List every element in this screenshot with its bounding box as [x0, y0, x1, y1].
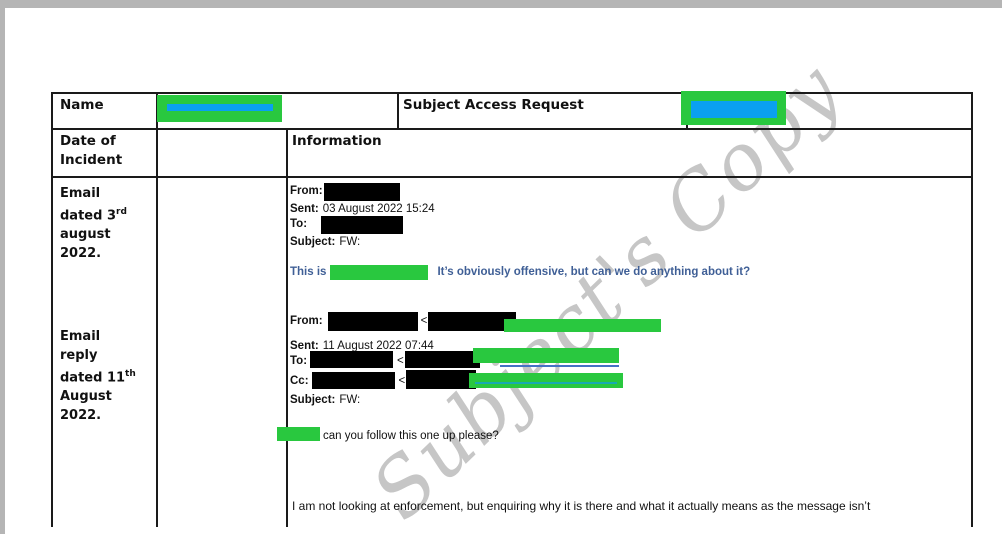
sar-title: Subject Access Request — [403, 97, 584, 113]
angle-bracket: < — [420, 315, 428, 327]
email1-body-post: It’s obviously offensive, but can we do … — [437, 266, 751, 278]
scan-edge-left — [0, 0, 5, 534]
sent-label: Sent: — [290, 340, 319, 352]
sent-value: 03 August 2022 15:24 — [322, 203, 435, 215]
email2-date-line5: 2022. — [60, 408, 102, 424]
cell-date-of-incident: Date of Incident — [53, 130, 158, 176]
email1-date-line1: Email — [60, 186, 101, 201]
sent-label: Sent: — [290, 203, 319, 215]
redaction-green-to — [473, 348, 619, 363]
cell-emails-blank — [158, 178, 288, 527]
redaction-green-request — [277, 427, 320, 441]
redaction-black-to-2 — [404, 350, 480, 368]
cell-email-content: From: Sent: 03 August 2022 15:24 To: Sub… — [277, 178, 971, 527]
email1-date-line3: august — [60, 227, 111, 243]
redaction-blue-sar — [691, 101, 777, 118]
redaction-green-from — [504, 319, 661, 332]
redaction-green-cc — [469, 373, 623, 388]
cell-incident-blank — [158, 130, 288, 176]
email1-date-label: Email dated 3rd august 2022. — [60, 184, 127, 263]
email1-date-ordinal: rd — [116, 207, 127, 217]
link-underline-to — [500, 365, 619, 367]
email2-to-line: To: < — [290, 348, 619, 369]
email2-from-line: From: < — [290, 311, 661, 332]
redaction-green-body — [330, 264, 429, 280]
redaction-green-sar — [681, 91, 786, 125]
link-underline-cc — [475, 382, 617, 384]
email2-date-line1: Email — [60, 329, 101, 344]
email1-subject-line: Subject: FW: — [290, 234, 360, 250]
subject-value: FW: — [339, 394, 361, 406]
date-of-incident-line2: Incident — [60, 152, 123, 168]
cell-sar-value — [681, 91, 971, 128]
redaction-black-from-1 — [327, 311, 418, 331]
redaction-blue-name — [167, 104, 273, 111]
email1-body-pre: This is — [290, 266, 327, 278]
from-label: From: — [290, 315, 323, 327]
email2-block: From: < Sent: 11 August 2022 07:44 To: < — [277, 311, 970, 523]
email2-sent-line: Sent: 11 August 2022 07:44 — [290, 338, 434, 354]
scan-edge-top — [0, 0, 1002, 8]
date-of-incident-line1: Date of — [60, 133, 116, 149]
redaction-black-to — [321, 216, 404, 234]
redaction-green-name — [157, 95, 282, 122]
cell-email-dates: Email dated 3rd august 2022. Email reply… — [53, 178, 158, 527]
table-row-incident: Date of Incident Information — [53, 130, 971, 178]
redaction-black-cc-1 — [311, 371, 395, 389]
subject-label: Subject: — [290, 236, 336, 248]
email2-subject-line: Subject: FW: — [290, 392, 360, 408]
redaction-black-to-1 — [310, 350, 394, 368]
to-label: To: — [290, 218, 308, 230]
table-row-emails: Email dated 3rd august 2022. Email reply… — [53, 178, 971, 527]
redaction-black-from — [323, 183, 400, 201]
email2-date-ordinal: th — [125, 369, 136, 379]
email2-date-label: Email reply dated 11th August 2022. — [60, 327, 136, 425]
email2-date-line2: reply — [60, 348, 98, 363]
subject-value: FW: — [339, 236, 361, 248]
table-row-name: Name Subject Access Request — [53, 91, 971, 130]
email2-request-line: can you follow this one up please? — [277, 427, 499, 444]
email1-date-line2: dated 3rd — [60, 203, 127, 225]
email1-date-line2-text: dated 3 — [60, 208, 116, 224]
email2-date-line4: August — [60, 389, 112, 405]
cell-name-value — [157, 94, 399, 128]
name-label: Name — [60, 97, 104, 113]
cc-label: Cc: — [290, 375, 309, 387]
information-label: Information — [292, 133, 382, 149]
cell-information: Information — [288, 130, 971, 176]
cell-name-label: Name — [53, 94, 158, 128]
from-label: From: — [290, 185, 323, 197]
paragraph-line: I am not looking at enforcement, but enq… — [292, 499, 871, 513]
email2-date-line3-text: dated 11 — [60, 370, 126, 386]
email1-to-line: To: — [290, 216, 404, 234]
request-text: can you follow this one up please? — [323, 430, 499, 442]
to-label: To: — [290, 355, 308, 367]
email2-date-line3: dated 11th — [60, 365, 136, 387]
email1-block: From: Sent: 03 August 2022 15:24 To: Sub… — [290, 183, 970, 293]
redaction-black-cc-2 — [406, 369, 477, 389]
email1-sent-line: Sent: 03 August 2022 15:24 — [290, 201, 435, 217]
email1-from-line: From: — [290, 183, 400, 201]
email1-date-line4: 2022. — [60, 246, 102, 262]
redaction-black-from-2 — [428, 311, 517, 331]
email2-paragraph: I am not looking at enforcement, but enq… — [292, 459, 890, 534]
sent-value: 11 August 2022 07:44 — [322, 340, 434, 352]
cell-sar-title: Subject Access Request — [399, 94, 688, 128]
email1-body-line: This is It’s obviously offensive, but ca… — [290, 264, 750, 280]
angle-bracket: < — [398, 375, 406, 387]
angle-bracket: < — [397, 355, 404, 367]
subject-label: Subject: — [290, 394, 336, 406]
sar-table: Name Subject Access Request Date of — [51, 91, 973, 527]
email2-cc-line: Cc: < — [290, 369, 623, 389]
